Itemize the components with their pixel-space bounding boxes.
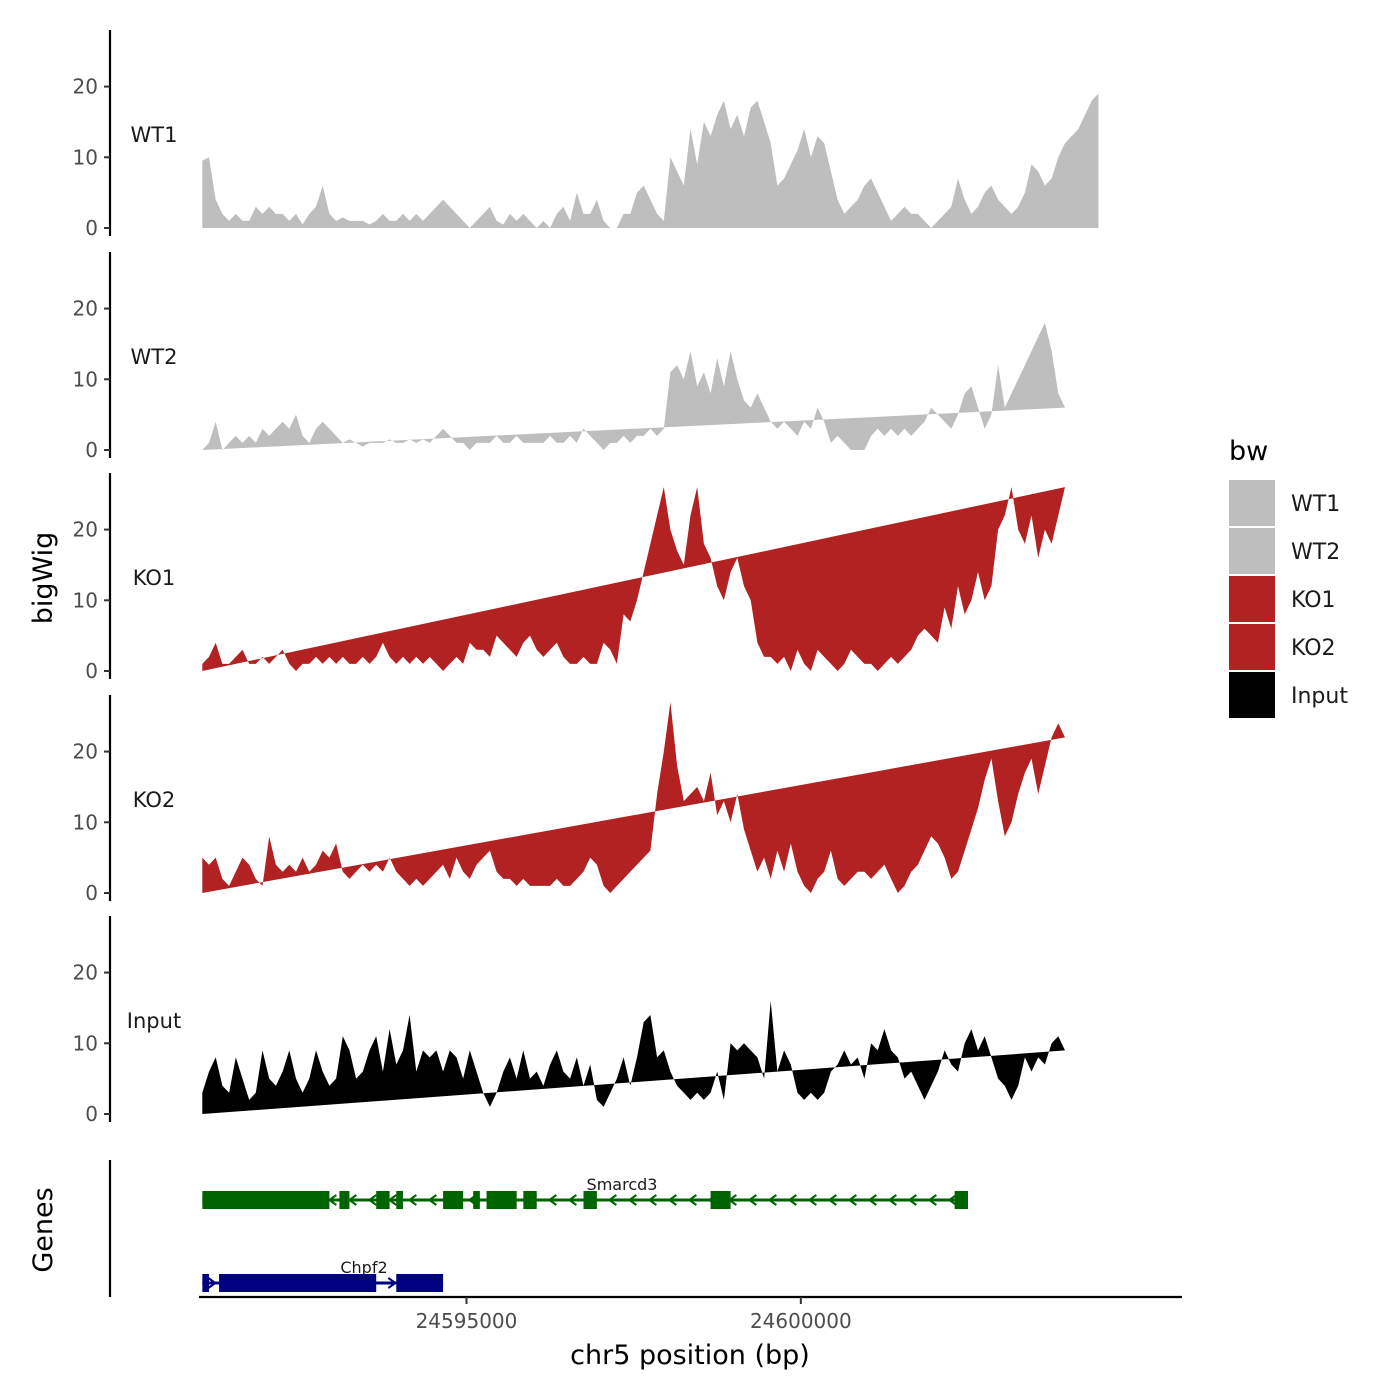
tracks-layer: 0 10 20 WT1 0 10 20 WT2 0 10 20 KO1 0 10 20 KO2 0 10 20 Inp… (73, 30, 1099, 1126)
legend-label-ko2: KO2 (1291, 636, 1336, 661)
legend-swatch-ko1 (1229, 576, 1275, 622)
x-tick-label: 24595000 (416, 1309, 518, 1333)
track-panel-wt2: 0 10 20 WT2 (73, 252, 1066, 462)
track-label-ko1: KO1 (133, 566, 176, 590)
strand-arrow (647, 1194, 657, 1206)
strand-arrow (767, 1194, 777, 1206)
strand-arrow (847, 1194, 857, 1206)
exon-block (219, 1274, 377, 1292)
exon-block (339, 1191, 350, 1209)
y-tick-label: 10 (73, 145, 98, 169)
strand-arrow (827, 1194, 837, 1206)
strand-arrow (547, 1194, 557, 1206)
coverage-area-wt2 (202, 322, 1066, 450)
track-panel-input: 0 10 20 Input (73, 916, 1066, 1126)
genes-axis-title: Genes (28, 1187, 59, 1272)
strand-arrow (567, 1194, 577, 1206)
track-panel-ko2: 0 10 20 KO2 (73, 695, 1066, 905)
exon-block (954, 1191, 969, 1209)
strand-arrow (387, 1277, 398, 1289)
track-panel-ko1: 0 10 20 KO1 (73, 473, 1066, 683)
y-tick-label: 0 (85, 659, 98, 683)
strand-arrow (867, 1194, 877, 1206)
exon-block (396, 1191, 403, 1209)
coverage-area-ko2 (202, 702, 1066, 893)
strand-arrow (927, 1194, 937, 1206)
legend-label-wt2: WT2 (1291, 540, 1340, 565)
exon-block (443, 1191, 464, 1209)
track-label-wt1: WT1 (131, 123, 178, 147)
y-tick-label: 10 (73, 810, 98, 834)
coverage-area-input (202, 1000, 1066, 1114)
legend-swatch-wt1 (1229, 480, 1275, 526)
coverage-area-ko1 (202, 487, 1066, 671)
exon-block (202, 1274, 210, 1292)
coverage-area-wt1 (202, 93, 1099, 228)
strand-arrow (747, 1194, 757, 1206)
track-label-input: Input (127, 1009, 181, 1033)
y-tick-label: 0 (85, 216, 98, 240)
y-tick-label: 20 (73, 740, 98, 764)
strand-arrow (427, 1194, 437, 1206)
strand-arrow (407, 1194, 417, 1206)
y-axis-title: bigWig (28, 532, 59, 625)
y-tick-label: 10 (73, 588, 98, 612)
x-tick-label: 24600000 (750, 1309, 852, 1333)
x-axis-title: chr5 position (bp) (570, 1340, 810, 1371)
exon-block (486, 1191, 517, 1209)
y-tick-label: 20 (73, 297, 98, 321)
legend-swatch-ko2 (1229, 624, 1275, 670)
legend-swatch-wt2 (1229, 528, 1275, 574)
exon-block (202, 1191, 330, 1209)
exon-block (396, 1274, 444, 1292)
strand-arrow (207, 1277, 218, 1289)
exon-block (473, 1191, 480, 1209)
genes-layer: Smarcd3 Chpf2 (108, 1160, 969, 1297)
track-panel-wt1: 0 10 20 WT1 (73, 30, 1099, 240)
track-label-wt2: WT2 (131, 345, 178, 369)
gene-chpf2: Chpf2 (202, 1258, 444, 1292)
y-tick-label: 10 (73, 1031, 98, 1055)
legend-swatch-input (1229, 672, 1275, 718)
exon-block (523, 1191, 537, 1209)
y-tick-label: 0 (85, 1102, 98, 1126)
legend-label-ko1: KO1 (1291, 588, 1336, 613)
strand-arrow (367, 1194, 377, 1206)
gene-label-chpf2: Chpf2 (340, 1258, 387, 1277)
strand-arrow (667, 1194, 677, 1206)
legend-title: bw (1229, 436, 1268, 467)
strand-arrow (687, 1194, 697, 1206)
y-tick-label: 10 (73, 367, 98, 391)
exon-block (376, 1191, 390, 1209)
strand-arrow (887, 1194, 897, 1206)
y-tick-label: 0 (85, 438, 98, 462)
gene-label-smarcd3: Smarcd3 (587, 1175, 658, 1194)
gene-smarcd3: Smarcd3 (202, 1175, 969, 1209)
legend-label-input: Input (1291, 684, 1348, 709)
exon-block (710, 1191, 731, 1209)
strand-arrow (787, 1194, 797, 1206)
strand-arrow (907, 1194, 917, 1206)
track-label-ko2: KO2 (133, 788, 176, 812)
strand-arrow (627, 1194, 637, 1206)
y-tick-label: 20 (73, 75, 98, 99)
y-tick-label: 20 (73, 518, 98, 542)
legend: bw WT1 WT2 KO1 KO2 Input (1229, 436, 1348, 718)
legend-label-wt1: WT1 (1291, 492, 1340, 517)
exon-block (583, 1191, 597, 1209)
strand-arrow (607, 1194, 617, 1206)
strand-arrow (947, 1194, 957, 1206)
strand-arrow (807, 1194, 817, 1206)
x-axis-ticks: 24595000 24600000 (416, 1297, 852, 1333)
y-tick-label: 20 (73, 961, 98, 985)
y-tick-label: 0 (85, 881, 98, 905)
